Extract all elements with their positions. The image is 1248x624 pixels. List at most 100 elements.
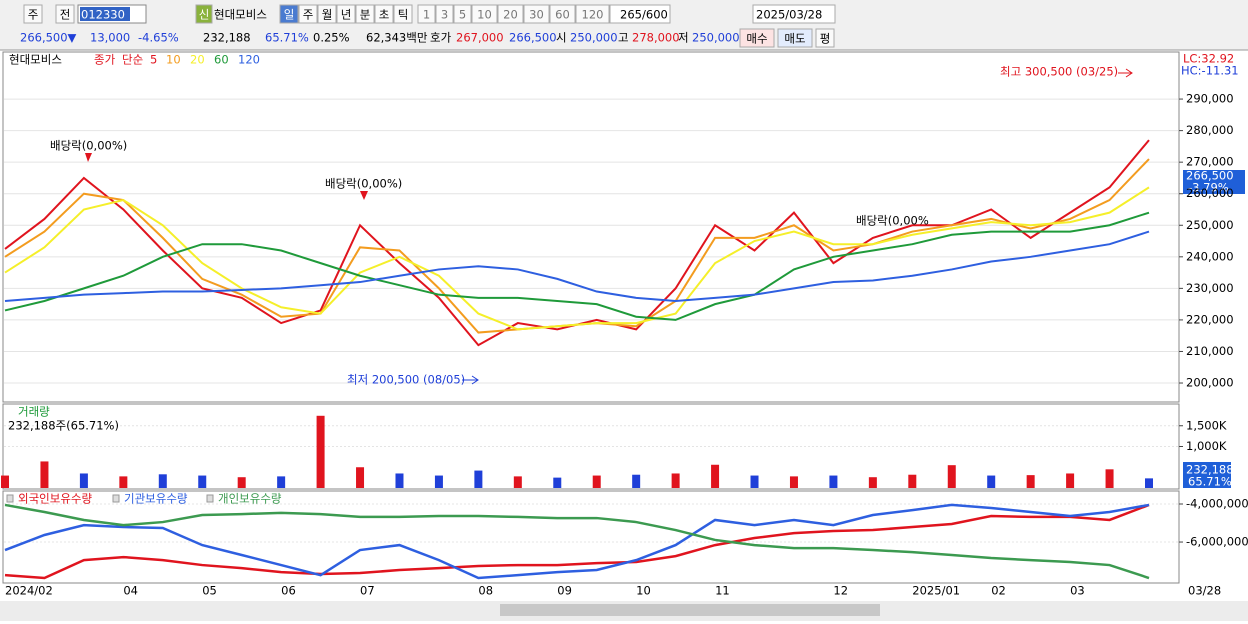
x-tick-label: 09 <box>557 584 572 598</box>
menu-item-box[interactable] <box>55 4 75 24</box>
x-tick-label: 02 <box>991 584 1006 598</box>
price-tag-bg <box>1183 170 1245 194</box>
sell-button: 매도 <box>784 32 805 46</box>
buy-button-box[interactable] <box>739 28 775 48</box>
period-button-box[interactable] <box>374 4 394 24</box>
interval-button-box[interactable] <box>453 4 472 24</box>
x-tick-label: 12 <box>833 584 848 598</box>
volume-bar <box>711 464 720 488</box>
legend-entry: 10 <box>166 53 181 67</box>
info-bid: 266,500 <box>509 31 557 45</box>
interval-button-box[interactable] <box>471 4 498 24</box>
scroll-thumb[interactable] <box>500 604 880 616</box>
interval-button: 20 <box>503 8 518 22</box>
info-volume: 232,188 <box>203 31 251 45</box>
lc: LC:32.92 <box>1183 52 1234 66</box>
info-low-label: 저 <box>678 31 689 45</box>
volume-bar <box>671 473 680 488</box>
info-high-label: 고 <box>618 31 629 45</box>
legend-entry: 개인보유수량 <box>218 492 282 506</box>
volume-bar <box>40 461 49 488</box>
y-tick-label: 200,000 <box>1186 376 1234 390</box>
arrow <box>1118 68 1133 78</box>
info-open-label: 시 <box>556 31 567 45</box>
volume-bar <box>592 475 601 488</box>
volume-bar <box>198 475 207 488</box>
annotation: 배당락(0,00% <box>856 214 929 228</box>
period-button-box[interactable] <box>393 4 413 24</box>
volume-tag-bg <box>1183 462 1231 488</box>
period-button-box[interactable] <box>279 4 299 24</box>
interval-button: 60 <box>555 8 570 22</box>
y-tick-label: 280,000 <box>1186 123 1234 137</box>
count: 265 <box>620 8 642 22</box>
interval-button-box[interactable] <box>497 4 524 24</box>
period-button: 틱 <box>398 8 409 22</box>
x-tick-label: 03 <box>1070 584 1085 598</box>
volume-bar <box>987 475 996 488</box>
new-badge-box[interactable] <box>195 4 213 24</box>
price-tag-change: -3.79% <box>1188 181 1229 195</box>
code-sel <box>80 7 130 21</box>
y-tick-label: -6,000,000 <box>1186 535 1248 549</box>
info-change-pct: -4.65% <box>138 31 179 45</box>
volume-bar <box>119 476 128 488</box>
x-tick-label: 04 <box>123 584 138 598</box>
interval-button: 5 <box>459 8 466 22</box>
info-quote-label: 호가 <box>430 31 452 45</box>
volume-bar <box>434 475 443 488</box>
volume-bar <box>474 470 483 488</box>
period-button: 주 <box>303 8 314 22</box>
y-tick-label: -4,000,000 <box>1186 496 1248 510</box>
interval-button-box[interactable] <box>417 4 436 24</box>
y-tick-label: 1,500K <box>1186 418 1227 432</box>
info-change: 13,000 <box>90 31 130 45</box>
menu-item-box[interactable] <box>23 4 43 24</box>
period-button-box[interactable] <box>355 4 375 24</box>
sell-button-box[interactable] <box>777 28 813 48</box>
avg-button-box[interactable] <box>815 28 835 48</box>
price-panel <box>2 51 1180 403</box>
interval-button: 1 <box>423 8 430 22</box>
interval-button: 3 <box>441 8 448 22</box>
volume-bar <box>1026 475 1035 488</box>
interval-button: 10 <box>477 8 492 22</box>
info-amount: 62,343백만 <box>366 31 428 45</box>
volume-bar <box>316 415 325 488</box>
stock-code: 012330 <box>81 8 125 22</box>
volume-bar <box>868 477 877 488</box>
volume-bar <box>947 465 956 488</box>
count-box[interactable] <box>609 4 671 24</box>
date: 2025/03/28 <box>756 8 822 22</box>
date-box[interactable] <box>752 4 836 24</box>
legend-entry: 5 <box>150 53 157 67</box>
holding-panel <box>2 490 1180 584</box>
period-button-box[interactable] <box>336 4 356 24</box>
volume-bar <box>237 477 246 488</box>
period-button-box[interactable] <box>298 4 318 24</box>
interval-button-box[interactable] <box>549 4 576 24</box>
volume-bar <box>789 476 798 488</box>
interval-button-box[interactable] <box>435 4 454 24</box>
x-tick-label: 10 <box>636 584 651 598</box>
info-volume-ratio: 65.71% <box>265 31 309 45</box>
y-tick-label: 230,000 <box>1186 281 1234 295</box>
info-low: 250,000 <box>692 31 740 45</box>
series-line <box>4 211 1150 321</box>
interval-button-box[interactable] <box>523 4 550 24</box>
period-button-box[interactable] <box>317 4 337 24</box>
volume-tag: 232,188 <box>1186 463 1234 477</box>
interval-button-box[interactable] <box>575 4 610 24</box>
volume-bar <box>632 474 641 488</box>
annotation: 최저 200,500 (08/05) <box>347 373 465 387</box>
volume-subtitle: 232,188주(65.71%) <box>8 419 119 433</box>
count-total: /600 <box>642 8 668 22</box>
x-tick-label: 08 <box>478 584 493 598</box>
volume-bar <box>553 477 562 488</box>
arrow <box>360 191 368 200</box>
legend-stock: 현대모비스 <box>9 53 62 67</box>
period-button: 월 <box>322 8 333 22</box>
y-tick-label: 260,000 <box>1186 186 1234 200</box>
